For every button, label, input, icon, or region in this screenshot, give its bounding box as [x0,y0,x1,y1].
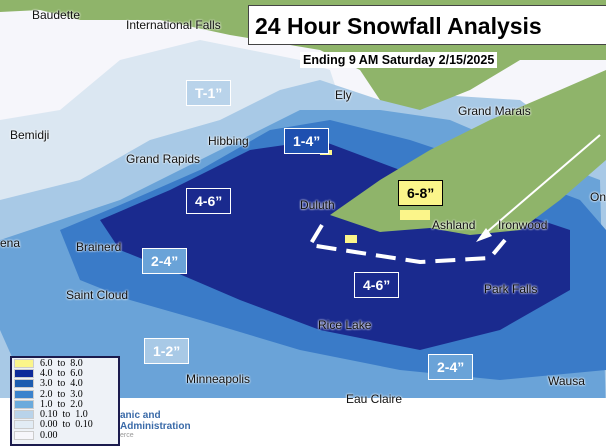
legend-label: 6.0 to 8.0 [40,357,83,369]
legend-label: 0.10 to 1.0 [40,409,88,421]
legend-swatch [14,420,34,430]
legend-row: 4.0 to 6.0 [14,367,118,379]
city-label: Wausa [548,374,585,388]
legend-label: 3.0 to 4.0 [40,378,83,390]
arrow-line [479,134,601,239]
legend-row: 6.0 to 8.0 [14,357,118,369]
page-title: 24 Hour Snowfall Analysis [248,5,606,45]
city-label: Saint Cloud [66,288,129,302]
noaa-credit: anic and Administration erce [120,410,191,439]
city-label: ena [0,236,21,250]
legend: 6.0 to 8.0 4.0 to 6.0 3.0 to 4.0 2.0 to … [10,356,120,446]
band-0.1-1 [0,40,350,210]
legend-swatch [14,410,34,420]
city-label: Grand Marais [458,104,531,118]
city-label: Ashland [432,218,476,232]
city-label: Rice Lake [318,318,372,332]
city-label: Ely [335,88,352,102]
legend-label: 0.00 to 0.10 [40,419,93,431]
city-label: Baudette [32,8,81,22]
amount-label: 2-4” [428,354,474,380]
legend-row: 1.0 to 2.0 [14,398,118,410]
city-label: Eau Claire [346,392,403,406]
subtitle: Ending 9 AM Saturday 2/15/2025 [300,52,498,68]
heaviest-band-outline [306,223,507,265]
arrow-head [476,228,492,242]
noaa-line: anic and [120,410,161,421]
amount-label: T-1” [186,80,232,106]
legend-label: 2.0 to 3.0 [40,388,83,400]
yellow-area [345,235,357,243]
legend-swatch [14,399,34,409]
amount-label: 1-4” [284,128,330,154]
yellow-area [400,210,430,220]
city-label: Minneapolis [186,372,251,386]
legend-row: 2.0 to 3.0 [14,388,118,400]
amount-label: 4-6” [186,188,232,214]
legend-row: 0.00 to 0.10 [14,419,118,431]
amount-label: 6-8” [398,180,444,206]
city-label: Duluth [300,198,335,212]
legend-label: 1.0 to 2.0 [40,398,83,410]
legend-swatch [14,358,34,368]
amount-label: 1-2” [144,338,190,364]
city-label: Bemidji [10,128,50,142]
city-label: Ironwood [498,218,548,232]
city-label: Brainerd [76,240,122,254]
city-label: Park Falls [484,282,538,296]
legend-row: 0.00 [14,429,118,441]
noaa-line: Administration [120,421,191,432]
legend-swatch [14,368,34,378]
noaa-line: erce [120,432,134,439]
legend-row: 3.0 to 4.0 [14,378,118,390]
amount-label: 2-4” [142,248,188,274]
city-label: Grand Rapids [126,152,201,166]
amount-label: 4-6” [354,272,400,298]
legend-row: 0.10 to 1.0 [14,409,118,421]
legend-label: 0.00 [40,429,58,441]
city-label: International Falls [126,18,221,32]
legend-label: 4.0 to 6.0 [40,367,83,379]
legend-swatch [14,379,34,389]
city-label: On [590,190,606,204]
city-label: Hibbing [208,134,249,148]
legend-swatch [14,430,34,440]
legend-swatch [14,389,34,399]
